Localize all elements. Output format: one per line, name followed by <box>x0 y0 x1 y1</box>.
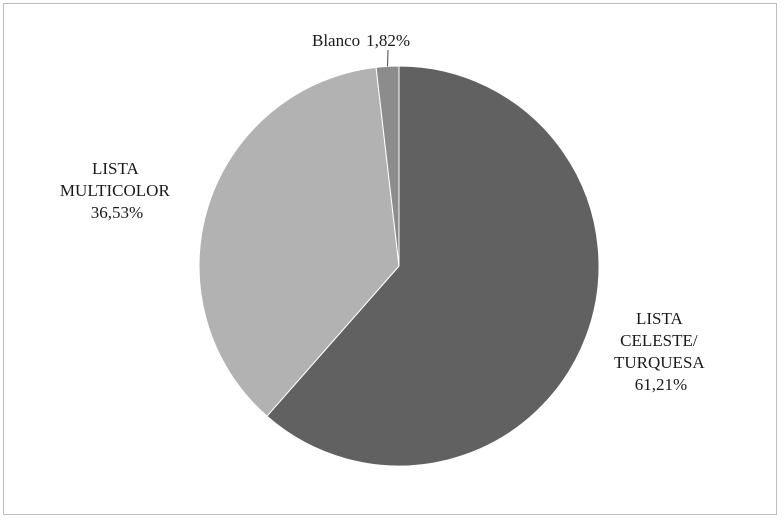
slice-value-multicolor: 36,53% <box>91 203 143 222</box>
slice-value-blanco: 1,82% <box>366 31 410 50</box>
slice-label-celeste-turquesa: LISTA CELESTE/ TURQUESA 61,21% <box>614 309 708 394</box>
pie-slice-celeste-turquesa <box>266 65 600 467</box>
slice-label-multicolor: LISTA MULTICOLOR 36,53% <box>60 159 174 222</box>
leader-line-blanco <box>387 49 389 67</box>
slice-label-blanco: Blanco 1,82% <box>312 31 410 50</box>
slice-value-celeste-turquesa: 61,21% <box>635 375 687 394</box>
pie-slices <box>198 65 600 467</box>
leader-lines <box>387 49 389 67</box>
pie-slice-multicolor <box>198 66 400 417</box>
